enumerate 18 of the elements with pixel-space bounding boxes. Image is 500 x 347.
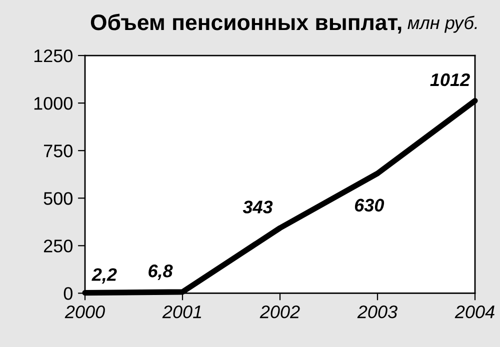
x-tick-label: 2003 <box>357 305 398 318</box>
y-tick-label: 0 <box>64 287 72 300</box>
y-tick-label: 250 <box>44 240 72 252</box>
data-label: 630 <box>354 198 384 212</box>
y-tick-label: 1250 <box>34 49 72 62</box>
chart-title: Объем пенсионных выплат, <box>90 14 402 34</box>
data-label: 1012 <box>430 73 470 86</box>
x-tick-label: 2004 <box>454 305 494 318</box>
data-label: 2,2 <box>92 268 117 284</box>
x-tick-label: 2000 <box>64 305 105 318</box>
data-label: 343 <box>242 200 273 214</box>
y-tick-label: 1000 <box>34 96 72 110</box>
y-tick-label: 750 <box>44 144 72 158</box>
y-tick-label: 500 <box>44 192 72 205</box>
chart-subtitle: млн руб. <box>408 16 477 33</box>
x-tick-label: 2001 <box>162 305 202 318</box>
x-tick-label: 2002 <box>260 305 300 318</box>
data-label: 6,8 <box>148 264 173 280</box>
